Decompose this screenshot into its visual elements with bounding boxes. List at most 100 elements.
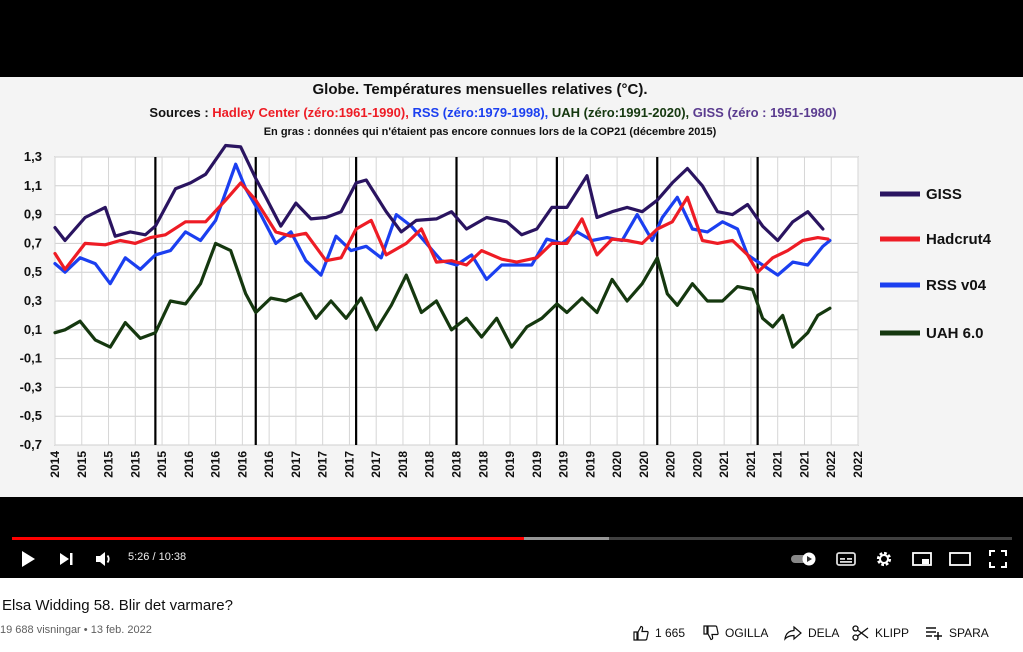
x-tick-label: 2018: [450, 451, 464, 478]
progress-bar[interactable]: [12, 537, 1012, 540]
x-tick-label: 2018: [476, 451, 490, 478]
x-tick-label: 2022: [824, 451, 838, 478]
x-tick-label: 2018: [396, 451, 410, 478]
chart-sources-prefix: Sources :: [149, 105, 212, 120]
dislike-button[interactable]: OGILLA: [703, 624, 768, 642]
chart-title: Globe. Températures mensuelles relatives…: [312, 81, 647, 98]
next-button[interactable]: [52, 546, 80, 572]
theater-mode-icon: [949, 552, 971, 566]
legend-label-giss: GISS: [926, 186, 962, 203]
series-line-hadcrut: [53, 181, 830, 274]
y-tick-label: 0,7: [24, 235, 42, 250]
save-button[interactable]: SPARA: [925, 624, 989, 642]
next-icon: [60, 553, 73, 565]
chart-source-uah: UAH (zéro:1991-2020),: [552, 105, 693, 120]
subtitles-button[interactable]: [832, 546, 860, 572]
x-tick-label: 2020: [610, 451, 624, 478]
x-tick-label: 2015: [75, 451, 89, 478]
x-tick-label: 2020: [664, 451, 678, 478]
fullscreen-button[interactable]: [984, 546, 1012, 572]
y-tick-label: 0,5: [24, 264, 42, 279]
view-count: 19 688 visningar: [0, 624, 81, 636]
x-tick-label: 2021: [744, 451, 758, 478]
y-tick-label: 0,9: [24, 207, 42, 222]
video-frame[interactable]: Globe. Températures mensuelles relatives…: [0, 77, 1023, 497]
playlist-add-icon: [926, 627, 942, 640]
progress-played: [12, 537, 524, 540]
x-tick-label: 2015: [128, 451, 142, 478]
scissors-icon: [852, 625, 869, 641]
chart-subtitle: En gras : données qui n'étaient pas enco…: [264, 126, 717, 138]
y-tick-label: 1,1: [24, 178, 42, 193]
x-tick-label: 2016: [182, 451, 196, 478]
temperature-chart: Globe. Températures mensuelles relatives…: [20, 81, 992, 478]
chart-legend: GISS Hadcrut4 RSS v04 UAH 6.0: [880, 186, 992, 342]
x-tick-label: 2017: [316, 451, 330, 478]
y-tick-label: -0,3: [20, 379, 42, 394]
current-time: 5:26: [128, 551, 150, 563]
x-tick-label: 2017: [289, 451, 303, 478]
x-tick-label: 2017: [369, 451, 383, 478]
y-tick-label: -0,5: [20, 408, 42, 423]
clip-button[interactable]: KLIPP: [852, 624, 909, 642]
video-title: Elsa Widding 58. Blir det varmare?: [2, 597, 233, 614]
x-tick-label: 2016: [262, 451, 276, 478]
fullscreen-icon: [989, 550, 1007, 568]
like-button[interactable]: 1 665: [633, 624, 685, 642]
autoplay-toggle[interactable]: [788, 546, 820, 572]
x-tick-label: 2014: [48, 451, 62, 478]
x-tick-label: 2022: [851, 451, 865, 478]
thumbs-down-icon: [703, 625, 719, 641]
y-tick-label: 0,3: [24, 293, 42, 308]
x-tick-label: 2017: [342, 451, 356, 478]
x-tick-label: 2021: [771, 451, 785, 478]
x-tick-label: 2019: [530, 451, 544, 478]
subtitles-icon: [836, 552, 856, 566]
clip-label: KLIPP: [875, 626, 910, 640]
volume-button[interactable]: [90, 546, 118, 572]
save-label: SPARA: [949, 626, 989, 640]
x-tick-label: 2020: [690, 451, 704, 478]
x-tick-label: 2019: [557, 451, 571, 478]
share-button[interactable]: DELA: [784, 624, 839, 642]
autoplay-toggle-icon: [791, 552, 816, 566]
upload-date: 13 feb. 2022: [90, 624, 152, 636]
x-tick-label: 2021: [717, 451, 731, 478]
series-line-giss: [53, 143, 825, 243]
y-tick-label: 0,1: [24, 322, 42, 337]
chart-source-giss: GISS (zéro : 1951-1980): [693, 105, 837, 120]
x-tick-label: 2020: [637, 451, 651, 478]
x-tick-label: 2016: [209, 451, 223, 478]
y-axis-ticks: 1,3 1,1 0,9 0,7 0,5 0,3 0,1 -0,1 -0,3 -0,5 -0,7: [20, 149, 42, 452]
legend-label-rss: RSS v04: [926, 277, 987, 294]
y-tick-label: -0,7: [20, 437, 42, 452]
like-count: 1 665: [655, 626, 686, 640]
time-display: 5:26 / 10:38: [128, 551, 186, 563]
x-tick-label: 2015: [155, 451, 169, 478]
series-line-rss: [53, 162, 832, 286]
x-axis-ticks: 2014 2015 2015 2015 2015 2016 2016 2016 2016 2017…: [48, 451, 865, 478]
chart-sources: Sources : Hadley Center (zéro:1961-1990)…: [149, 105, 836, 120]
x-tick-label: 2015: [102, 451, 116, 478]
x-tick-label: 2021: [797, 451, 811, 478]
thumbs-up-icon: [633, 625, 649, 641]
miniplayer-button[interactable]: [908, 546, 936, 572]
share-label: DELA: [808, 626, 840, 640]
play-icon: [22, 551, 35, 567]
gear-icon: [876, 551, 892, 567]
legend-label-hadcrut: Hadcrut4: [926, 231, 992, 248]
theater-mode-button[interactable]: [946, 546, 974, 572]
dislike-label: OGILLA: [725, 626, 769, 640]
chart-source-hadley: Hadley Center (zéro:1961-1990),: [212, 105, 412, 120]
chart-source-rss: RSS (zéro:1979-1998),: [412, 105, 551, 120]
settings-button[interactable]: [870, 546, 898, 572]
y-tick-label: -0,1: [20, 351, 42, 366]
share-icon: [784, 625, 802, 641]
time-separator: /: [149, 551, 159, 563]
series-line-uah: [53, 241, 832, 349]
chart-series: [53, 143, 832, 349]
video-player[interactable]: Globe. Températures mensuelles relatives…: [0, 0, 1023, 578]
x-tick-label: 2016: [235, 451, 249, 478]
play-button[interactable]: [14, 546, 42, 572]
volume-icon: [96, 552, 110, 566]
